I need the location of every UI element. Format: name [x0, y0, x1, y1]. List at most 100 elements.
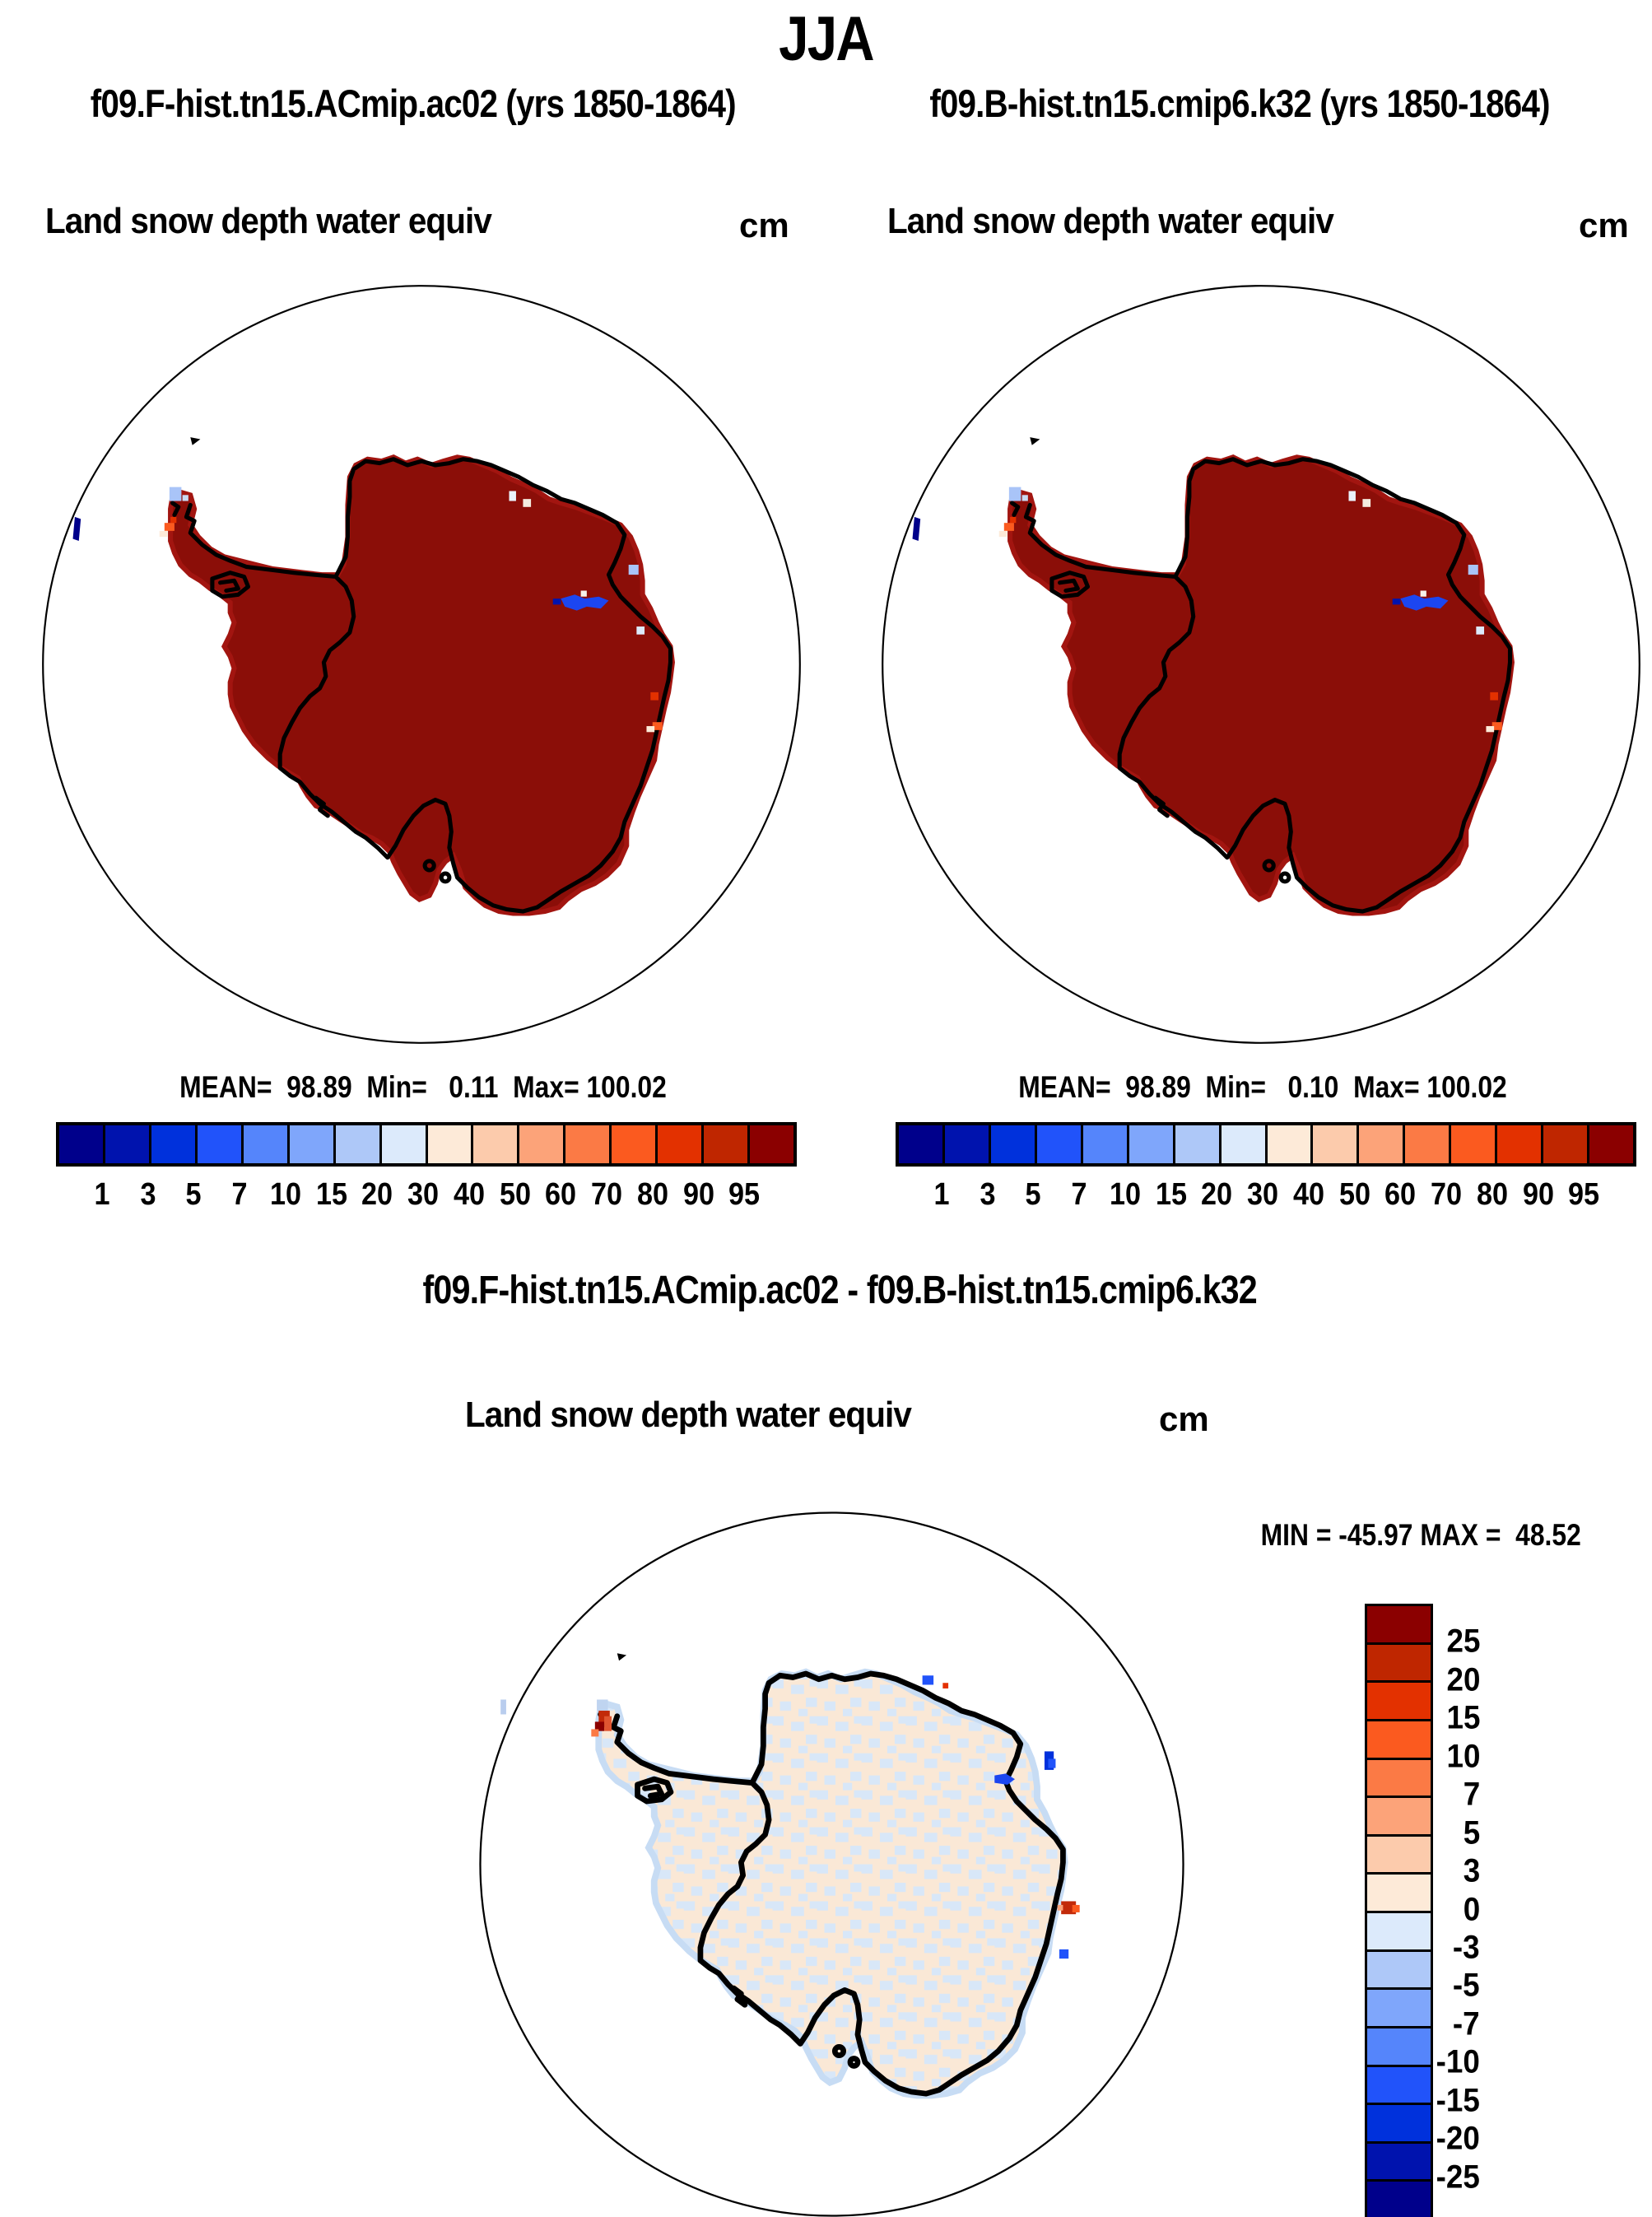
colorbar-cell [1367, 1836, 1431, 1875]
colorbar-tick-label: 15 [1446, 1699, 1480, 1736]
colorbar-cell [1267, 1125, 1314, 1163]
colorbar-right [896, 1122, 1636, 1167]
colorbar-tick-label: -5 [1453, 1967, 1480, 2004]
colorbar-left-ticks: 1 3 5 7 10 15 20 30 40 50 60 70 80 90 95 [56, 1177, 790, 1218]
colorbar-cell [1367, 2182, 1431, 2217]
colorbar-tick-label: -25 [1436, 2159, 1480, 2196]
colorbar-cell [1367, 2028, 1431, 2067]
colorbar-cell [1367, 1606, 1431, 1645]
colorbar-cell [704, 1125, 751, 1163]
colorbar-cell [151, 1125, 198, 1163]
colorbar-cell [990, 1125, 1037, 1163]
colorbar-cell [1497, 1125, 1544, 1163]
colorbar-tick-label: 60 [545, 1177, 577, 1212]
colorbar-cell [381, 1125, 428, 1163]
colorbar-tick-label: 80 [1476, 1177, 1508, 1212]
colorbar-tick-label: 10 [269, 1177, 301, 1212]
colorbar-cell [473, 1125, 520, 1163]
colorbar-cell [1367, 1798, 1431, 1837]
colorbar-tick-label: 50 [499, 1177, 531, 1212]
colorbar-cell [750, 1125, 793, 1163]
colorbar-cell [1405, 1125, 1452, 1163]
map-right [882, 285, 1640, 1044]
colorbar-tick-label: 3 [979, 1177, 996, 1212]
season-title: JJA [779, 4, 874, 74]
colorbar-right-ticks: 1 3 5 7 10 15 20 30 40 50 60 70 80 90 95 [896, 1177, 1630, 1218]
colorbar-tick-label: 3 [1463, 1852, 1480, 1889]
colorbar-cell [1367, 1721, 1431, 1760]
diff-panel-title: f09.F-hist.tn15.ACmip.ac02 - f09.B-hist.… [422, 1269, 1257, 1312]
colorbar-cell [289, 1125, 336, 1163]
colorbar-cell [1367, 1990, 1431, 2028]
colorbar-cell [1175, 1125, 1222, 1163]
colorbar-tick-label: 25 [1446, 1623, 1480, 1660]
diff-minmax-stats: MIN = -45.97 MAX = 48.52 [1260, 1518, 1581, 1552]
colorbar-cell [335, 1125, 382, 1163]
colorbar-diff-ticks: 25 20 15 10 7 5 3 0 -3 -5 -7 -10 -15 -20 -25 [1409, 1604, 1480, 2215]
colorbar-tick-label: 40 [453, 1177, 485, 1212]
colorbar-tick-label: 95 [1568, 1177, 1600, 1212]
colorbar-cell [1359, 1125, 1406, 1163]
colorbar-cell [944, 1125, 991, 1163]
colorbar-tick-label: 15 [1155, 1177, 1187, 1212]
colorbar-tick-label: 3 [139, 1177, 156, 1212]
map-diff [479, 1511, 1184, 2217]
colorbar-tick-label: 5 [1463, 1814, 1480, 1851]
colorbar-tick-label: 20 [361, 1177, 393, 1212]
diff-field-label: Land snow depth water equiv [465, 1395, 912, 1435]
colorbar-tick-label: -20 [1436, 2120, 1480, 2157]
colorbar-cell [1367, 1951, 1431, 1991]
colorbar-tick-label: 95 [728, 1177, 761, 1212]
colorbar-cell [427, 1125, 474, 1163]
colorbar-cell [1367, 2066, 1431, 2106]
colorbar-cell [105, 1125, 151, 1163]
colorbar-cell [1367, 1683, 1431, 1721]
panel-left-title: f09.F-hist.tn15.ACmip.ac02 (yrs 1850-186… [90, 82, 737, 125]
colorbar-tick-label: 60 [1384, 1177, 1417, 1212]
colorbar-tick-label: 50 [1338, 1177, 1370, 1212]
colorbar-cell [658, 1125, 705, 1163]
colorbar-tick-label: 0 [1463, 1891, 1480, 1927]
colorbar-tick-label: 10 [1446, 1738, 1480, 1775]
colorbar-left [56, 1122, 797, 1167]
colorbar-tick-label: 70 [590, 1177, 623, 1212]
colorbar-cell [1313, 1125, 1360, 1163]
panel-left-units-label: cm [739, 206, 789, 245]
colorbar-cell [565, 1125, 612, 1163]
colorbar-tick-label: 10 [1109, 1177, 1141, 1212]
map-left [42, 285, 801, 1044]
panel-right-units-label: cm [1579, 206, 1629, 245]
colorbar-tick-label: 5 [185, 1177, 202, 1212]
colorbar-tick-label: 20 [1446, 1661, 1480, 1698]
colorbar-cell [59, 1125, 105, 1163]
colorbar-tick-label: -15 [1436, 2082, 1480, 2119]
panel-left-stats: MEAN= 98.89 Min= 0.11 Max= 100.02 [179, 1070, 667, 1104]
colorbar-tick-label: 30 [407, 1177, 440, 1212]
colorbar-tick-label: -10 [1436, 2043, 1480, 2080]
colorbar-cell [1367, 2143, 1431, 2182]
colorbar-tick-label: 70 [1430, 1177, 1463, 1212]
colorbar-cell [899, 1125, 945, 1163]
colorbar-cell [1221, 1125, 1268, 1163]
colorbar-tick-label: 7 [231, 1177, 248, 1212]
colorbar-cell [1036, 1125, 1083, 1163]
colorbar-tick-label: 15 [315, 1177, 347, 1212]
colorbar-cell [1367, 1875, 1431, 1913]
colorbar-tick-label: 1 [94, 1177, 110, 1212]
colorbar-cell [243, 1125, 290, 1163]
colorbar-diff [1365, 1604, 1433, 2217]
panel-right-stats: MEAN= 98.89 Min= 0.10 Max= 100.02 [1018, 1070, 1507, 1104]
colorbar-cell [197, 1125, 244, 1163]
panel-right-title: f09.B-hist.tn15.cmip6.k32 (yrs 1850-1864… [928, 82, 1550, 125]
colorbar-tick-label: 90 [682, 1177, 714, 1212]
colorbar-tick-label: 1 [933, 1177, 950, 1212]
colorbar-cell [519, 1125, 566, 1163]
colorbar-cell [1367, 1913, 1431, 1952]
colorbar-tick-label: 7 [1463, 1776, 1480, 1813]
diff-units-label: cm [1159, 1400, 1209, 1438]
colorbar-tick-label: 90 [1522, 1177, 1554, 1212]
colorbar-tick-label: 40 [1292, 1177, 1324, 1212]
colorbar-cell [612, 1125, 658, 1163]
colorbar-tick-label: -3 [1453, 1929, 1480, 1966]
